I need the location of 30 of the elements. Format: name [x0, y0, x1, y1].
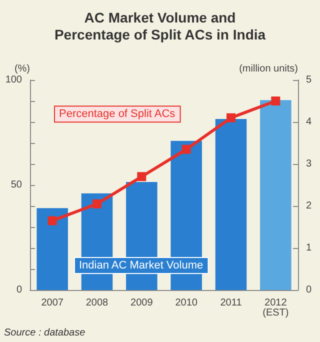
x-tick-label: 2012 (EST): [262, 298, 289, 318]
y-tick-label: 0: [16, 284, 22, 296]
x-tick-label: 2010: [175, 298, 198, 308]
y2-tick-label: 5: [306, 74, 312, 86]
y-axis-title: (%): [14, 64, 30, 74]
text: Percentage of Split ACs: [59, 108, 176, 120]
y2-tick-label: 2: [306, 200, 312, 212]
series-label: Indian AC Market Volume: [79, 260, 204, 272]
x-tick-label: 2009: [130, 298, 154, 308]
x-tick-label: 2008: [86, 298, 109, 308]
y2-tick-label: 1: [306, 242, 312, 254]
point: [92, 199, 102, 208]
bar: [36, 208, 68, 290]
x-tick-label: 2007: [41, 298, 64, 308]
point: [137, 172, 146, 182]
chart-title: AC Market Volume and Percentage of Split ACs in India: [54, 10, 266, 42]
source-note: Source : database: [4, 328, 86, 338]
point: [48, 216, 57, 226]
y2-tick-label: 0: [306, 284, 312, 296]
y2-tick-label: 3: [306, 158, 312, 170]
y-tick-label: 50: [10, 180, 22, 190]
x-tick-label: 2011: [220, 298, 242, 308]
bar: [260, 100, 292, 290]
y2-tick-label: 4: [306, 116, 312, 128]
point: [271, 96, 280, 106]
bar: [215, 119, 247, 290]
point: [182, 144, 191, 154]
point: [226, 113, 236, 122]
y2-axis-title: (million units): [239, 64, 298, 74]
y-tick-label: 100: [5, 74, 22, 86]
